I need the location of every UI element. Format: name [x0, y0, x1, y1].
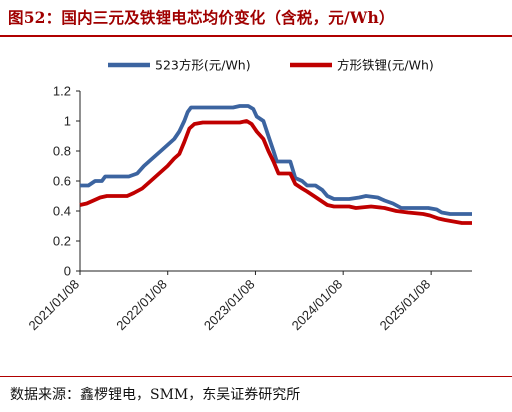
- y-tick-label: 1: [64, 114, 71, 129]
- x-tick-label: 2025/01/08: [377, 277, 434, 334]
- y-tick-label: 0: [64, 264, 71, 279]
- x-tick-label: 2023/01/08: [201, 277, 258, 334]
- source-note: 数据来源：鑫椤锂电，SMM，东吴证券研究所: [10, 387, 301, 403]
- y-tick-label: 0.4: [53, 204, 71, 219]
- title-rule: [0, 35, 512, 37]
- line-chart: 0 0.2 0.4 0.6 0.8 1 1.2 2021/01/08 2022/01/08 202…: [25, 58, 472, 334]
- y-tick-label: 0.2: [53, 234, 71, 249]
- y-tick-label: 0.6: [53, 174, 71, 189]
- series-line-ncm523: [80, 104, 472, 216]
- legend-label: 方形铁锂(元/Wh): [337, 58, 434, 73]
- x-tick-label: 2021/01/08: [25, 277, 82, 334]
- chart-title: 图52：国内三元及铁锂电芯均价变化（含税，元/Wh）: [8, 8, 395, 27]
- legend-label: 523方形(元/Wh): [155, 58, 251, 73]
- source-rule: [0, 376, 512, 377]
- x-tick-label: 2022/01/08: [113, 277, 170, 334]
- y-tick-label: 1.2: [53, 84, 71, 99]
- series-line-lfp: [79, 119, 472, 225]
- y-tick-label: 0.8: [53, 144, 71, 159]
- x-tick-label: 2024/01/08: [289, 277, 346, 334]
